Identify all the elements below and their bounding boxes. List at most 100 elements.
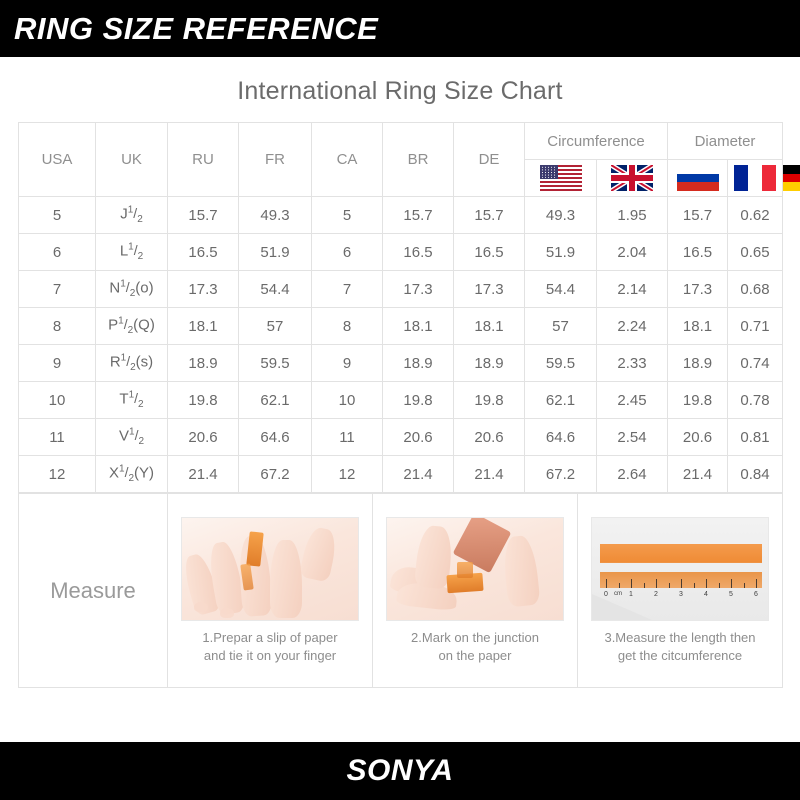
flag-france [726,159,784,197]
cell-uk: R1/2(s) [95,344,168,382]
page-title: International Ring Size Chart [237,77,563,105]
cell-circumference-inch: 2.45 [596,381,668,419]
cell-diameter-mm: 15.7 [667,196,728,234]
table-body: 5 J1/2 15.7 49.3 5 15.7 15.7 49.3 1.95 15.7 0.62 6 L… [18,196,784,493]
cell-circumference-mm: 49.3 [524,196,597,234]
cell-ru: 19.8 [167,381,239,419]
cell-circumference-mm: 57 [524,307,597,345]
ruler-tick-label: 1 [629,590,633,598]
top-banner-text: RING SIZE REFERENCE [14,11,379,46]
cell-fr: 54.4 [238,270,312,308]
cell-ca: 7 [311,270,383,308]
measure-label: Measure [18,493,168,688]
ruler-unit-label: cm [614,590,622,597]
column-header-diameter: Diameter [666,122,784,160]
cell-ru: 18.9 [167,344,239,382]
column-header-uk: UK [95,122,168,197]
cell-ca: 10 [311,381,383,419]
finger-shape [270,539,302,618]
cell-circumference-inch: 2.33 [596,344,668,382]
cell-ru: 16.5 [167,233,239,271]
cell-fr: 59.5 [238,344,312,382]
size-table-container: USA UK RU FR CA BR DE Circumference Diam… [18,122,800,493]
cell-usa: 8 [18,307,96,345]
ruler-tick-label: 2 [654,590,658,598]
marking-paper-with-pen-photo [386,516,564,621]
ruler-tick [731,578,732,588]
cell-de: 15.7 [453,196,525,234]
ruler-tick [743,582,745,588]
cell-ca: 12 [311,455,383,493]
table-row: 10 T1/2 19.8 62.1 10 19.8 19.8 62.1 2.45 19.8 0.78 [18,381,784,419]
cell-fr: 67.2 [238,455,312,493]
cell-uk: L1/2 [95,233,168,271]
cell-diameter-mm: 17.3 [667,270,728,308]
measure-step-2-caption-line1: 2.Mark on the junction [411,629,539,645]
bottom-banner: SONYA [0,742,800,800]
measure-table: Measure [18,493,783,688]
ruler-shape: 0 1 2 3 4 5 6 cm [600,571,762,598]
cell-circumference-inch: 2.54 [596,418,668,456]
column-header-usa: USA [18,122,96,197]
hand-with-paper-strip-photo [181,516,359,621]
cell-ca: 8 [311,307,383,345]
ruler-tick-label: 6 [754,590,758,598]
cell-circumference-mm: 67.2 [524,455,597,493]
measure-section: Measure [18,493,783,688]
measure-step-2: 2.Mark on the junction on the paper [372,493,578,688]
table-row: 9 R1/2(s) 18.9 59.5 9 18.9 18.9 59.5 2.33 18.9 0.7… [18,344,784,382]
top-banner: RING SIZE REFERENCE [0,0,800,57]
cell-de: 16.5 [453,233,525,271]
ruler-tick-label: 3 [679,590,683,598]
cell-circumference-mm: 64.6 [524,418,597,456]
cell-fr: 64.6 [238,418,312,456]
cell-usa: 9 [18,344,96,382]
measure-step-3-caption: 3.Measure the length then get the citcum… [578,629,782,664]
cell-br: 18.1 [382,307,454,345]
cell-circumference-inch: 2.64 [596,455,668,493]
cell-de: 17.3 [453,270,525,308]
measure-step-1-caption-line1: 1.Prepar a slip of paper [202,629,338,645]
table-flag-row: (mm) (inch) (mm) (inch) [19,159,800,197]
bottom-banner-text: SONYA [346,754,454,787]
cell-ru: 20.6 [167,418,239,456]
cell-ca: 6 [311,233,383,271]
cell-usa: 10 [18,381,96,419]
cell-ca: 11 [311,418,383,456]
column-header-ca: CA [311,122,383,197]
flag-uk [596,159,668,197]
ruler-tick-label: 4 [704,590,708,598]
cell-br: 16.5 [382,233,454,271]
measure-step-1-caption-line2: and tie it on your finger [203,647,337,663]
cell-diameter-inch: 0.84 [726,455,784,493]
flag-usa [524,159,597,197]
cell-circumference-mm: 51.9 [524,233,597,271]
cell-diameter-inch: 0.78 [726,381,784,419]
cell-diameter-mm: 18.9 [667,344,728,382]
column-header-fr: FR [238,122,312,197]
ruler-tick [693,582,695,588]
cell-circumference-inch: 2.04 [596,233,668,271]
table-row: 6 L1/2 16.5 51.9 6 16.5 16.5 51.9 2.04 16.5 0.65 [18,233,784,271]
cell-de: 18.1 [453,307,525,345]
ring-size-table: USA UK RU FR CA BR DE Circumference Diam… [18,122,800,493]
cell-usa: 11 [18,418,96,456]
cell-uk: P1/2(Q) [95,307,168,345]
table-row: 8 P1/2(Q) 18.1 57 8 18.1 18.1 57 2.24 18.1 0.71 [18,307,784,345]
column-header-ru: RU [167,122,239,197]
ruler-tick-label: 5 [729,590,733,598]
column-header-de: DE [453,122,525,197]
cell-diameter-mm: 18.1 [667,307,728,345]
cell-diameter-inch: 0.81 [726,418,784,456]
ruler-measuring-paper-photo: 0 1 2 3 4 5 6 cm [591,516,769,621]
measure-step-2-caption-line2: on the paper [438,647,512,663]
cell-br: 18.9 [382,344,454,382]
paper-strip [457,561,473,578]
ruler-tick [718,582,720,588]
cell-diameter-mm: 21.4 [667,455,728,493]
cell-diameter-mm: 19.8 [667,381,728,419]
cell-circumference-mm: 62.1 [524,381,597,419]
ruler-tick [618,582,620,588]
ruler-tick [656,578,657,588]
ruler-tick [668,582,670,588]
